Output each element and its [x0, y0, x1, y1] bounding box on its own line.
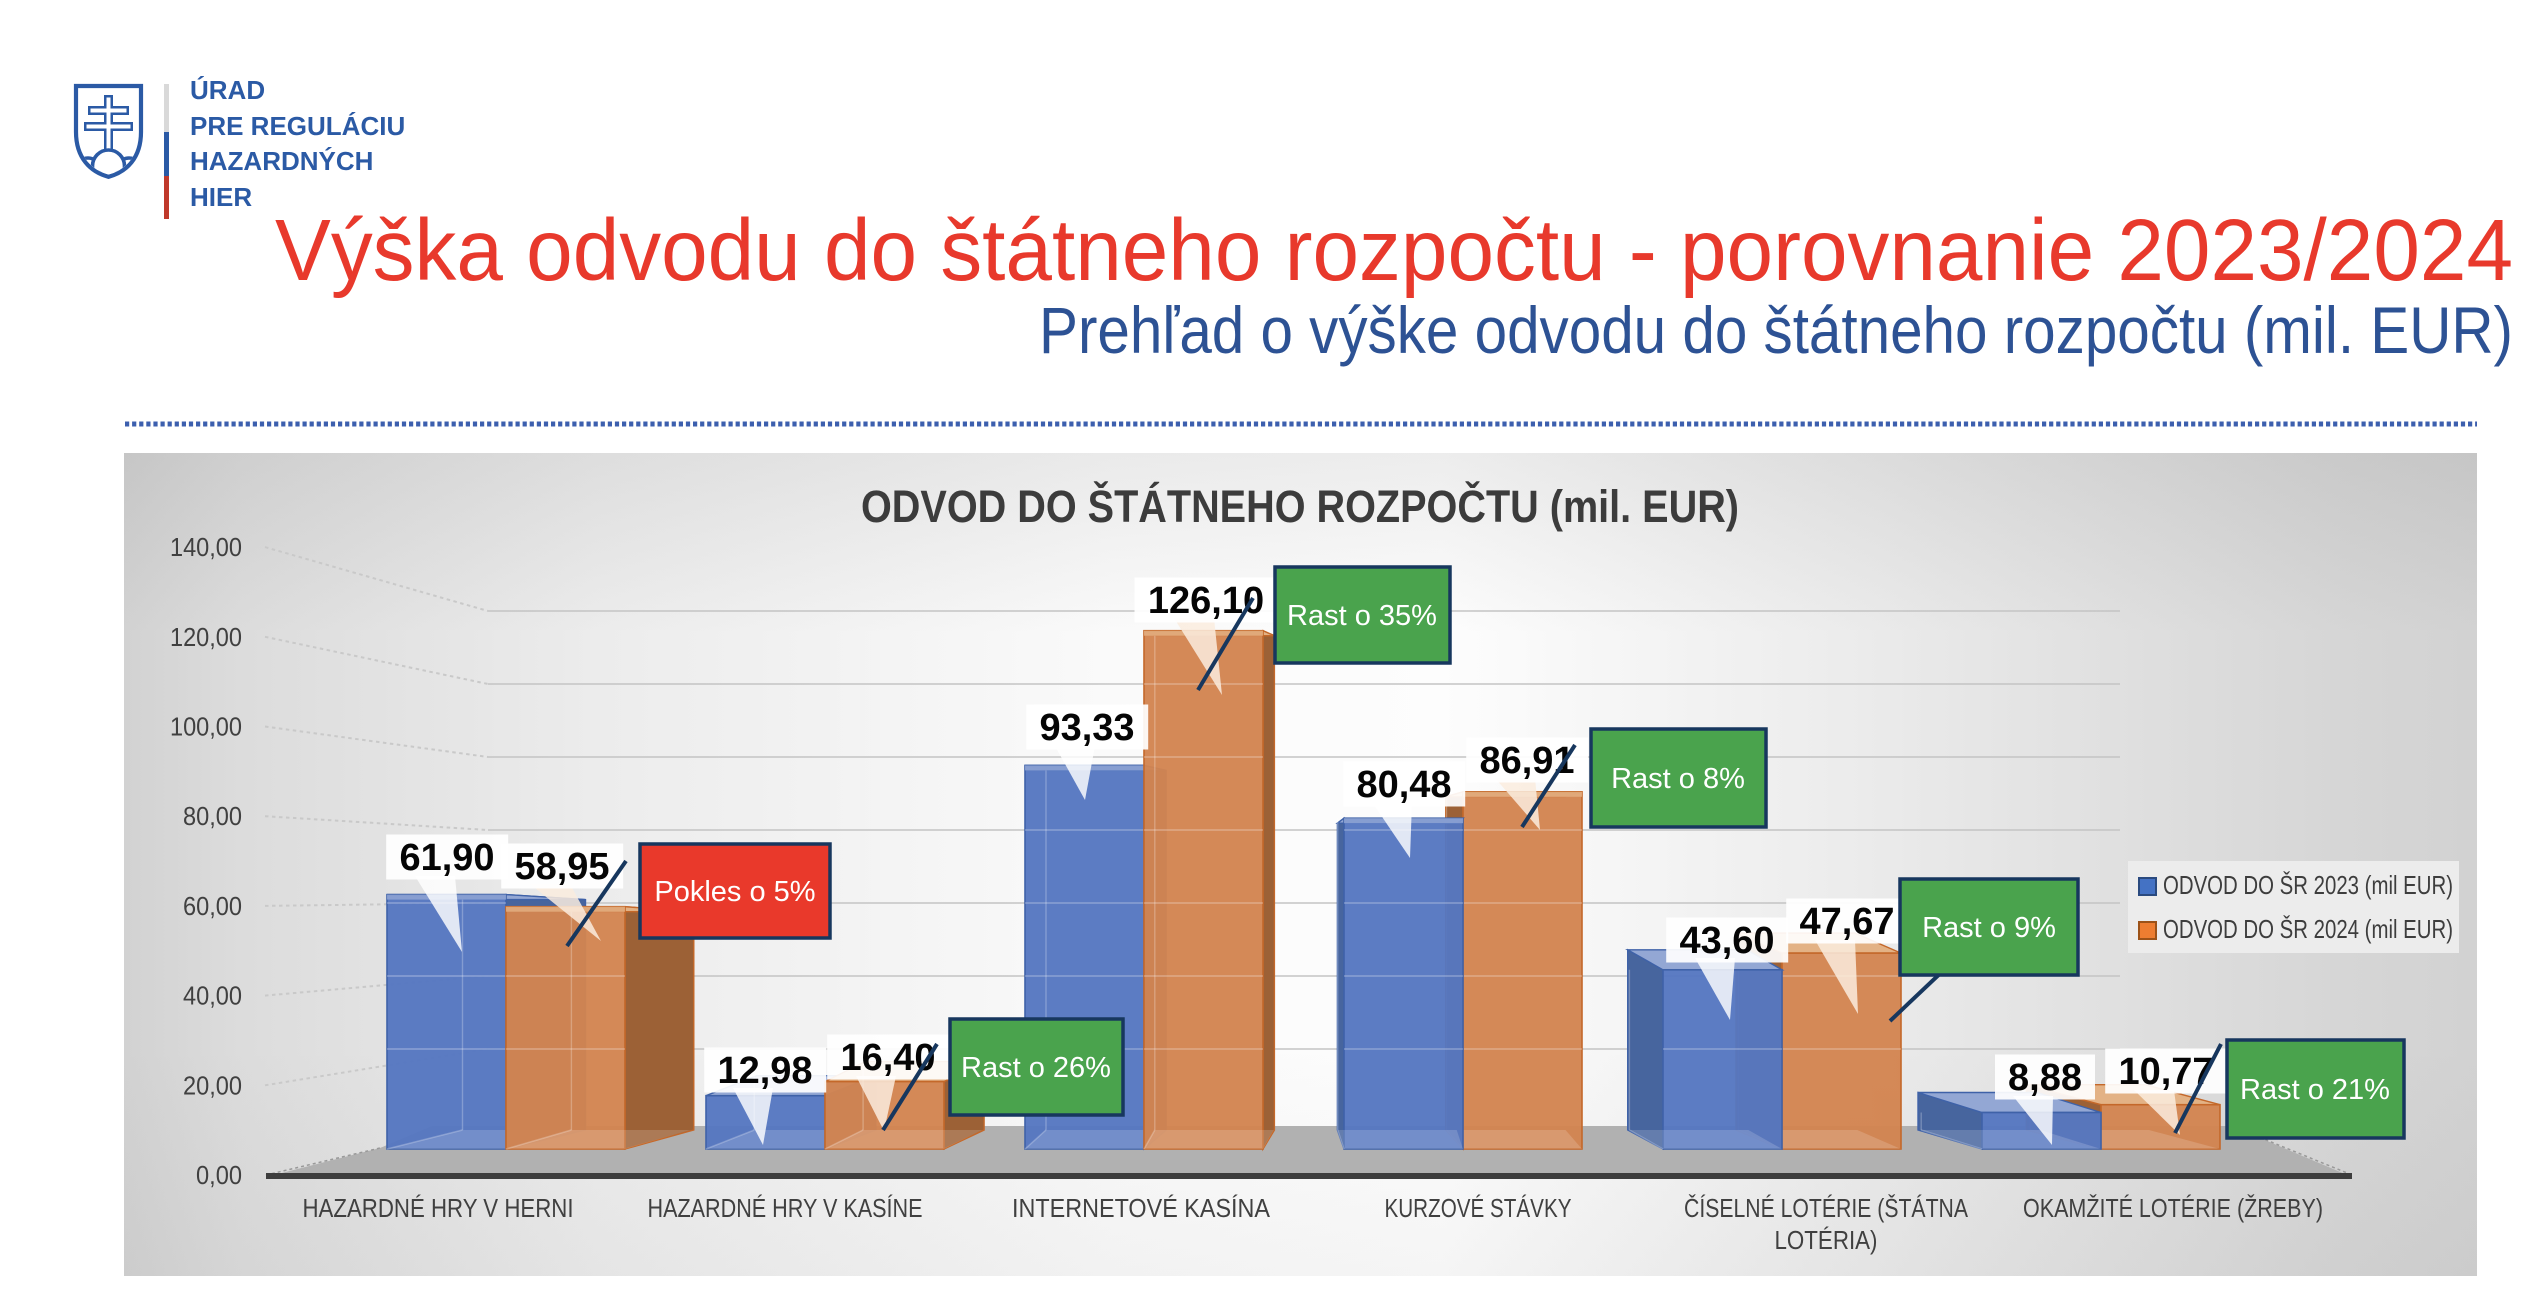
svg-text:ÚRAD: ÚRAD [190, 75, 265, 105]
svg-text:80,00: 80,00 [183, 801, 242, 831]
svg-text:Rast o 9%: Rast o 9% [1922, 912, 2056, 944]
svg-text:ODVOD DO ŠR 2024 (mil EUR): ODVOD DO ŠR 2024 (mil EUR) [2163, 914, 2453, 944]
svg-text:Rast o 21%: Rast o 21% [2240, 1074, 2390, 1106]
svg-text:HIER: HIER [190, 182, 252, 212]
svg-text:PRE REGULÁCIU: PRE REGULÁCIU [190, 111, 405, 141]
svg-text:140,00: 140,00 [170, 532, 242, 562]
svg-text:HAZARDNÉ HRY V KASÍNE: HAZARDNÉ HRY V KASÍNE [648, 1193, 923, 1223]
svg-text:HAZARDNÝCH: HAZARDNÝCH [190, 146, 373, 176]
svg-text:Rast o 35%: Rast o 35% [1287, 600, 1437, 632]
svg-text:LOTÉRIA): LOTÉRIA) [1775, 1225, 1878, 1255]
svg-text:ODVOD DO ŠTÁTNEHO ROZPOČTU (mi: ODVOD DO ŠTÁTNEHO ROZPOČTU (mil. EUR) [861, 481, 1739, 532]
svg-text:ODVOD DO ŠR 2023 (mil EUR): ODVOD DO ŠR 2023 (mil EUR) [2163, 870, 2453, 900]
svg-text:HAZARDNÉ HRY V HERNI: HAZARDNÉ HRY V HERNI [303, 1193, 574, 1223]
svg-text:58,95: 58,95 [514, 846, 609, 888]
svg-text:40,00: 40,00 [183, 981, 242, 1011]
svg-text:120,00: 120,00 [170, 622, 242, 652]
svg-text:0,00: 0,00 [196, 1160, 242, 1190]
svg-text:43,60: 43,60 [1679, 920, 1774, 962]
svg-text:93,33: 93,33 [1039, 707, 1134, 749]
svg-text:Rast o 8%: Rast o 8% [1611, 763, 1745, 795]
svg-text:Pokles o 5%: Pokles o 5% [654, 876, 815, 908]
svg-text:Výška odvodu do štátneho rozpo: Výška odvodu do štátneho rozpočtu - poro… [275, 202, 2513, 299]
svg-text:80,48: 80,48 [1356, 764, 1451, 806]
svg-text:KURZOVÉ STÁVKY: KURZOVÉ STÁVKY [1385, 1193, 1572, 1223]
svg-text:20,00: 20,00 [183, 1070, 242, 1100]
svg-text:61,90: 61,90 [399, 837, 494, 879]
svg-text:INTERNETOVÉ KASÍNA: INTERNETOVÉ KASÍNA [1012, 1193, 1271, 1223]
svg-text:100,00: 100,00 [170, 712, 242, 742]
svg-text:86,91: 86,91 [1479, 740, 1574, 782]
svg-text:12,98: 12,98 [717, 1050, 812, 1092]
svg-text:47,67: 47,67 [1799, 901, 1894, 943]
svg-text:ČÍSELNÉ LOTÉRIE (ŠTÁTNA: ČÍSELNÉ LOTÉRIE (ŠTÁTNA [1684, 1193, 1969, 1223]
svg-text:126,10: 126,10 [1148, 580, 1264, 622]
svg-text:Rast o 26%: Rast o 26% [961, 1052, 1111, 1084]
svg-text:60,00: 60,00 [183, 891, 242, 921]
svg-text:Prehľad o výške odvodu do štát: Prehľad o výške odvodu do štátneho rozpo… [1039, 293, 2513, 367]
svg-text:8,88: 8,88 [2008, 1057, 2082, 1099]
svg-text:OKAMŽITÉ LOTÉRIE (ŽREBY): OKAMŽITÉ LOTÉRIE (ŽREBY) [2023, 1193, 2323, 1223]
